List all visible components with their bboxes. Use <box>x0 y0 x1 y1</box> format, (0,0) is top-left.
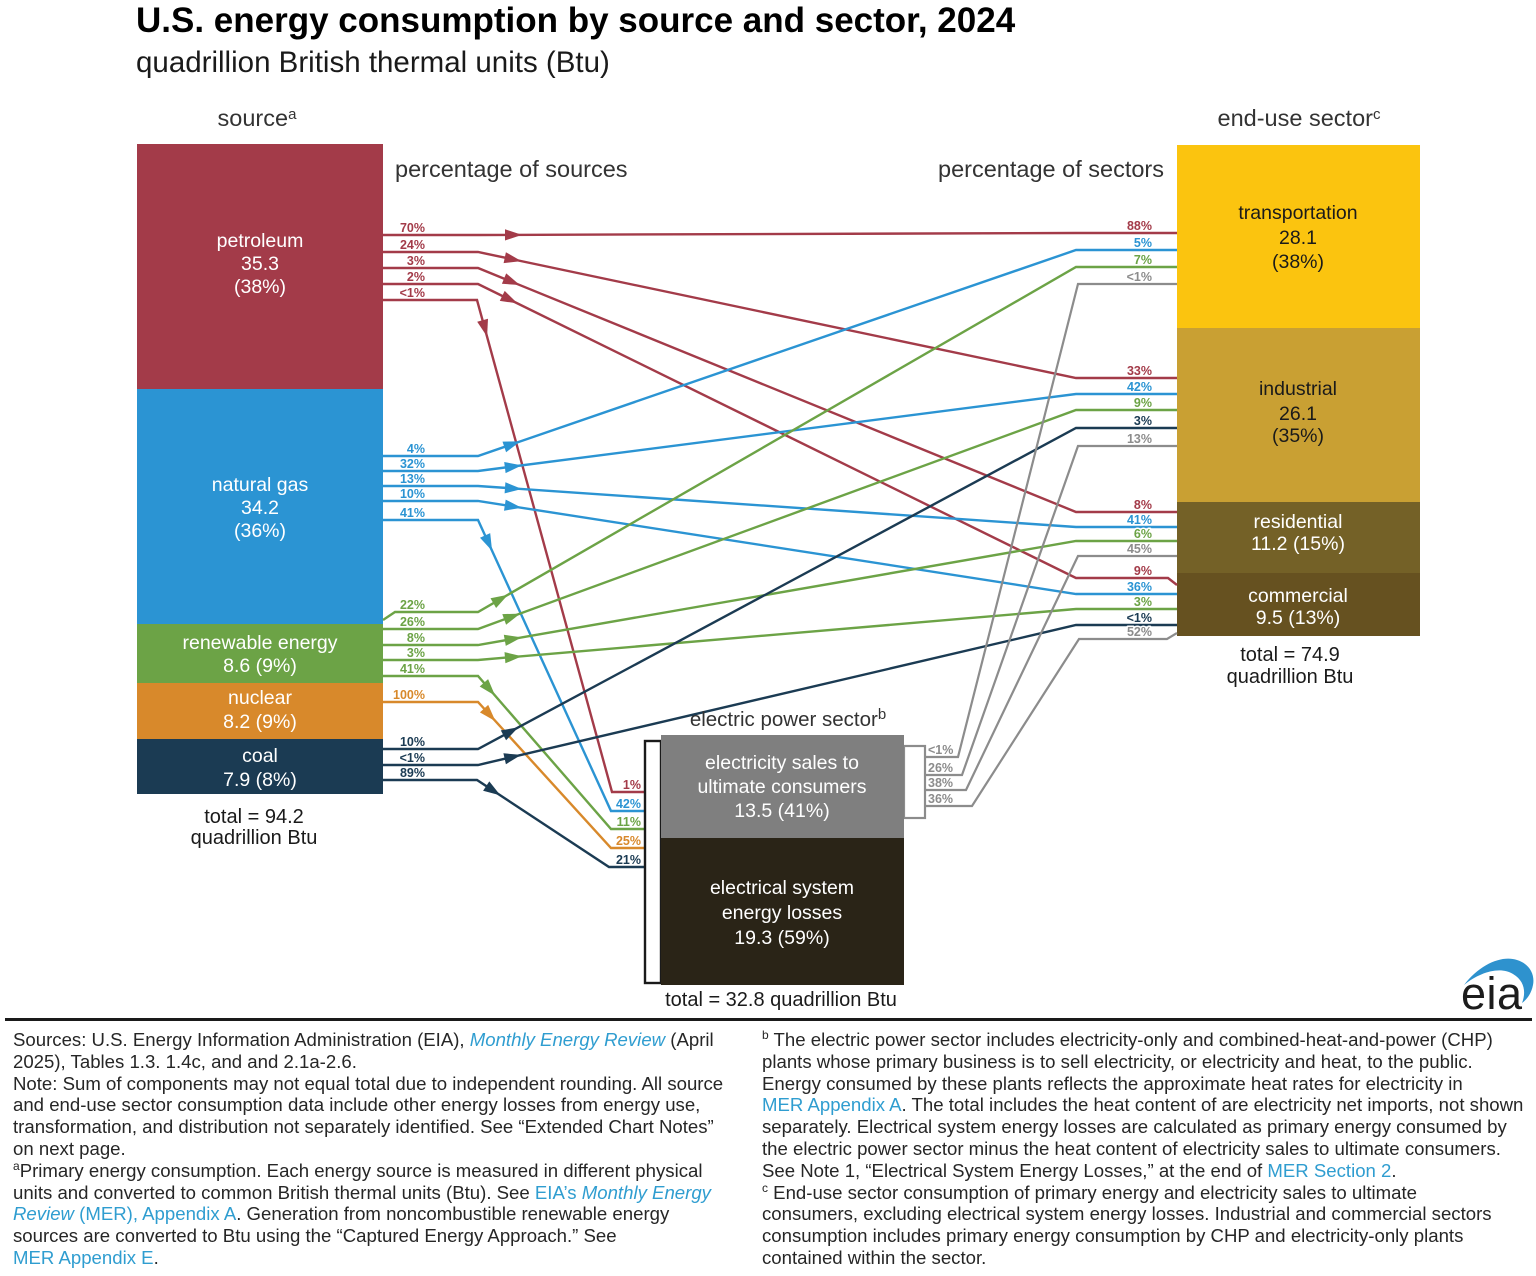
svg-text:34.2: 34.2 <box>241 497 279 519</box>
svg-text:24%: 24% <box>400 238 425 252</box>
svg-text:<1%: <1% <box>928 743 953 757</box>
svg-text:41%: 41% <box>400 662 425 676</box>
svg-text:coal: coal <box>242 745 278 767</box>
svg-text:7%: 7% <box>1134 253 1152 267</box>
svg-text:8.2 (9%): 8.2 (9%) <box>223 711 297 733</box>
svg-text:3%: 3% <box>407 646 425 660</box>
svg-text:19.3 (59%): 19.3 (59%) <box>734 927 829 949</box>
svg-text:7.9 (8%): 7.9 (8%) <box>223 769 297 791</box>
svg-text:33%: 33% <box>1127 364 1152 378</box>
svg-text:electricity sales to: electricity sales to <box>705 752 859 774</box>
svg-text:quadrillion Btu: quadrillion Btu <box>191 827 318 849</box>
svg-text:<1%: <1% <box>1127 270 1152 284</box>
svg-text:sourcea: sourcea <box>218 105 298 131</box>
svg-text:total = 32.8 quadrillion Btu: total = 32.8 quadrillion Btu <box>665 989 897 1011</box>
svg-text:13%: 13% <box>1127 432 1152 446</box>
svg-text:(38%): (38%) <box>1272 251 1324 273</box>
svg-text:9%: 9% <box>1134 396 1152 410</box>
svg-text:(35%): (35%) <box>1272 425 1324 447</box>
svg-text:quadrillion Btu: quadrillion Btu <box>1227 666 1354 688</box>
svg-text:11%: 11% <box>617 815 641 829</box>
svg-text:22%: 22% <box>400 598 425 612</box>
svg-text:70%: 70% <box>400 221 425 235</box>
svg-text:(36%): (36%) <box>234 520 286 542</box>
svg-text:26%: 26% <box>928 761 953 775</box>
svg-text:2%: 2% <box>407 270 425 284</box>
svg-text:13%: 13% <box>400 472 425 486</box>
svg-text:41%: 41% <box>1127 513 1152 527</box>
svg-text:35.3: 35.3 <box>241 253 279 275</box>
svg-text:1%: 1% <box>623 778 641 792</box>
svg-text:8%: 8% <box>1134 498 1152 512</box>
svg-text:end-use sectorc: end-use sectorc <box>1218 105 1381 131</box>
svg-text:89%: 89% <box>400 766 425 780</box>
svg-text:<1%: <1% <box>400 751 425 765</box>
svg-text:electric power sectorb: electric power sectorb <box>690 706 886 731</box>
svg-text:9%: 9% <box>1134 564 1152 578</box>
svg-text:10%: 10% <box>400 487 425 501</box>
svg-text:commercial: commercial <box>1248 585 1348 607</box>
svg-text:3%: 3% <box>407 254 425 268</box>
svg-text:8%: 8% <box>407 631 425 645</box>
svg-text:petroleum: petroleum <box>217 230 304 252</box>
svg-text:percentage of sectors: percentage of sectors <box>938 156 1164 182</box>
svg-text:energy losses: energy losses <box>722 902 843 924</box>
svg-text:45%: 45% <box>1127 542 1152 556</box>
svg-text:28.1: 28.1 <box>1279 227 1317 249</box>
svg-text:13.5 (41%): 13.5 (41%) <box>734 800 829 822</box>
svg-text:nuclear: nuclear <box>228 687 292 709</box>
svg-text:21%: 21% <box>616 853 641 867</box>
svg-text:<1%: <1% <box>1127 611 1152 625</box>
svg-text:38%: 38% <box>928 776 953 790</box>
svg-text:25%: 25% <box>616 834 641 848</box>
svg-text:5%: 5% <box>1134 236 1152 250</box>
svg-text:88%: 88% <box>1127 219 1152 233</box>
svg-text:<1%: <1% <box>400 286 425 300</box>
svg-text:transportation: transportation <box>1238 202 1357 224</box>
svg-text:52%: 52% <box>1127 625 1152 639</box>
svg-text:total = 94.2: total = 94.2 <box>204 806 304 828</box>
svg-text:100%: 100% <box>393 688 425 702</box>
svg-text:renewable energy: renewable energy <box>182 632 337 654</box>
svg-text:(38%): (38%) <box>234 276 286 298</box>
svg-text:26%: 26% <box>400 615 425 629</box>
svg-text:26.1: 26.1 <box>1279 403 1317 425</box>
svg-text:32%: 32% <box>400 457 425 471</box>
svg-text:percentage of sources: percentage of sources <box>395 156 628 182</box>
svg-text:total = 74.9: total = 74.9 <box>1240 644 1340 666</box>
svg-text:3%: 3% <box>1134 414 1152 428</box>
svg-text:8.6 (9%): 8.6 (9%) <box>223 655 297 677</box>
svg-text:9.5 (13%): 9.5 (13%) <box>1256 607 1341 629</box>
svg-text:eia: eia <box>1461 968 1523 1019</box>
svg-text:industrial: industrial <box>1259 378 1337 400</box>
svg-text:36%: 36% <box>1127 580 1152 594</box>
svg-text:6%: 6% <box>1134 527 1152 541</box>
svg-text:36%: 36% <box>928 792 953 806</box>
svg-text:41%: 41% <box>400 506 425 520</box>
svg-text:11.2 (15%): 11.2 (15%) <box>1251 533 1345 555</box>
svg-text:ultimate consumers: ultimate consumers <box>697 776 866 798</box>
svg-text:3%: 3% <box>1134 595 1152 609</box>
svg-text:42%: 42% <box>616 797 641 811</box>
svg-text:natural gas: natural gas <box>212 474 309 496</box>
svg-text:10%: 10% <box>400 735 425 749</box>
svg-text:4%: 4% <box>407 442 425 456</box>
svg-text:electrical system: electrical system <box>710 877 854 899</box>
svg-text:42%: 42% <box>1127 380 1152 394</box>
svg-text:residential: residential <box>1254 511 1343 533</box>
